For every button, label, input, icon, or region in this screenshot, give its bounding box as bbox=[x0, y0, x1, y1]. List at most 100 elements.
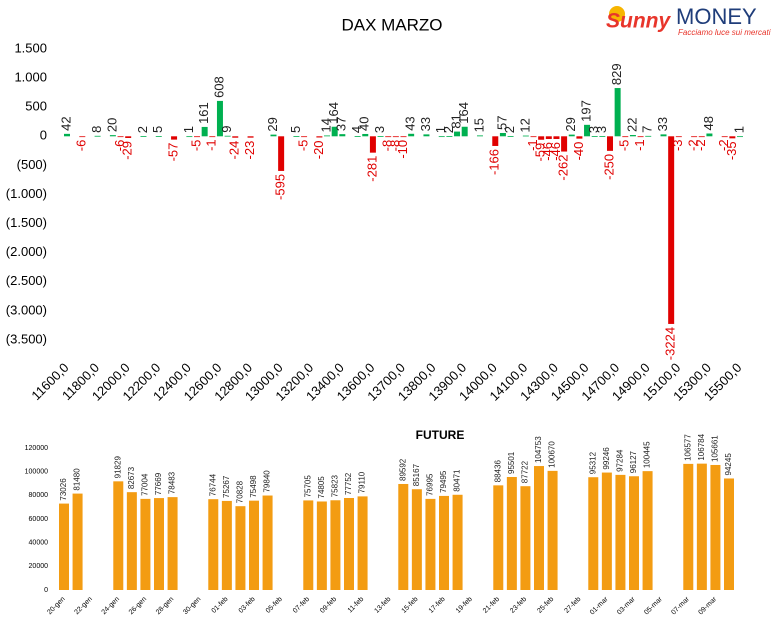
data-label: -8 bbox=[387, 140, 402, 152]
x-tick-label: 05-mar bbox=[643, 595, 664, 616]
y-tick-label: (3.000) bbox=[6, 302, 47, 317]
x-tick-label: 23-feb bbox=[509, 596, 528, 615]
bar bbox=[493, 485, 504, 590]
x-tick-label: 20-gen bbox=[46, 596, 66, 616]
data-label: -2 bbox=[716, 139, 731, 151]
bar bbox=[601, 472, 612, 590]
data-label: 161 bbox=[196, 102, 211, 124]
y-tick-label: (2.000) bbox=[6, 244, 47, 259]
data-label: 77669 bbox=[154, 472, 163, 495]
bar bbox=[538, 136, 545, 140]
data-label: 22 bbox=[624, 118, 639, 132]
bar bbox=[303, 500, 314, 590]
data-label: 100445 bbox=[643, 441, 652, 468]
data-label: 75705 bbox=[303, 475, 312, 498]
bar bbox=[706, 133, 713, 137]
data-label: 2 bbox=[502, 126, 517, 133]
bar bbox=[140, 136, 147, 137]
data-label: -250 bbox=[601, 154, 616, 180]
data-label: -5 bbox=[296, 140, 311, 152]
bar bbox=[522, 135, 529, 137]
bar bbox=[79, 136, 86, 138]
x-tick-label: 19-feb bbox=[455, 596, 474, 615]
bar bbox=[637, 136, 644, 138]
bar bbox=[691, 136, 698, 138]
data-label: 106577 bbox=[683, 434, 692, 461]
bar bbox=[675, 136, 682, 138]
bar bbox=[72, 493, 83, 590]
data-label: -46 bbox=[548, 142, 563, 161]
bar bbox=[140, 498, 151, 590]
x-tick-label: 01-mar bbox=[589, 595, 610, 616]
bar bbox=[492, 136, 499, 146]
bar bbox=[167, 497, 178, 590]
y-tick-label: 60000 bbox=[29, 516, 49, 523]
data-label: 88436 bbox=[493, 460, 502, 483]
data-label: 3 bbox=[586, 126, 601, 133]
data-label: -46 bbox=[540, 142, 555, 161]
bar bbox=[293, 136, 300, 137]
bar bbox=[64, 133, 70, 137]
y-tick-label: 80000 bbox=[29, 492, 49, 499]
bar bbox=[545, 136, 552, 139]
bar bbox=[235, 506, 246, 590]
bar bbox=[186, 136, 193, 138]
bar bbox=[599, 136, 606, 137]
x-tick-label: 03-feb bbox=[238, 596, 257, 615]
data-label: 82673 bbox=[127, 466, 136, 489]
bar bbox=[439, 495, 449, 590]
bar bbox=[520, 486, 531, 590]
bar bbox=[499, 132, 506, 137]
bar bbox=[438, 136, 445, 138]
bar bbox=[201, 126, 208, 137]
bar bbox=[588, 477, 599, 590]
x-tick-label: 13-feb bbox=[373, 596, 392, 615]
data-label: 95501 bbox=[507, 451, 516, 474]
bar bbox=[547, 470, 558, 590]
data-label: 75498 bbox=[249, 475, 258, 498]
bar bbox=[330, 500, 341, 590]
x-tick-label: 09-mar bbox=[698, 595, 719, 616]
bar bbox=[362, 133, 369, 137]
data-label: -262 bbox=[556, 155, 571, 181]
data-label: -59 bbox=[533, 143, 548, 162]
bar bbox=[113, 481, 124, 590]
bar bbox=[534, 466, 544, 590]
bar bbox=[221, 500, 232, 590]
x-tick-label: 07-mar bbox=[670, 595, 691, 616]
y-tick-label: 120000 bbox=[25, 445, 48, 452]
bar bbox=[316, 501, 327, 590]
bar bbox=[224, 135, 231, 137]
bar bbox=[614, 88, 621, 137]
y-tick-label: (500) bbox=[17, 157, 47, 172]
x-tick-label: 07-feb bbox=[292, 596, 311, 615]
data-label: -2 bbox=[686, 139, 701, 151]
data-label: -23 bbox=[242, 141, 257, 160]
bar bbox=[698, 136, 705, 138]
logo-brand: Sunny bbox=[606, 10, 671, 33]
data-label: 5 bbox=[288, 126, 303, 133]
bar bbox=[357, 496, 368, 590]
x-tick-label: 30-gen bbox=[182, 596, 202, 616]
bar bbox=[398, 483, 409, 590]
data-label: -5 bbox=[188, 140, 203, 152]
bar bbox=[683, 463, 694, 590]
data-label: 829 bbox=[609, 63, 624, 85]
bar bbox=[232, 136, 239, 138]
data-label: 4 bbox=[349, 126, 364, 133]
data-label: 76995 bbox=[426, 473, 435, 496]
data-label: -24 bbox=[227, 141, 242, 160]
y-tick-label: 1.500 bbox=[14, 40, 47, 55]
bar bbox=[660, 134, 667, 137]
data-label: -166 bbox=[487, 149, 502, 175]
bar bbox=[561, 136, 568, 152]
bar bbox=[452, 494, 463, 590]
bar bbox=[385, 136, 392, 138]
data-label: 75823 bbox=[331, 474, 340, 497]
bar bbox=[710, 464, 721, 590]
x-tick-label: 03-mar bbox=[616, 595, 637, 616]
y-tick-label: 0 bbox=[44, 587, 48, 594]
bar bbox=[553, 136, 560, 139]
data-label: -6 bbox=[74, 140, 89, 152]
data-label: 1 bbox=[731, 126, 746, 133]
